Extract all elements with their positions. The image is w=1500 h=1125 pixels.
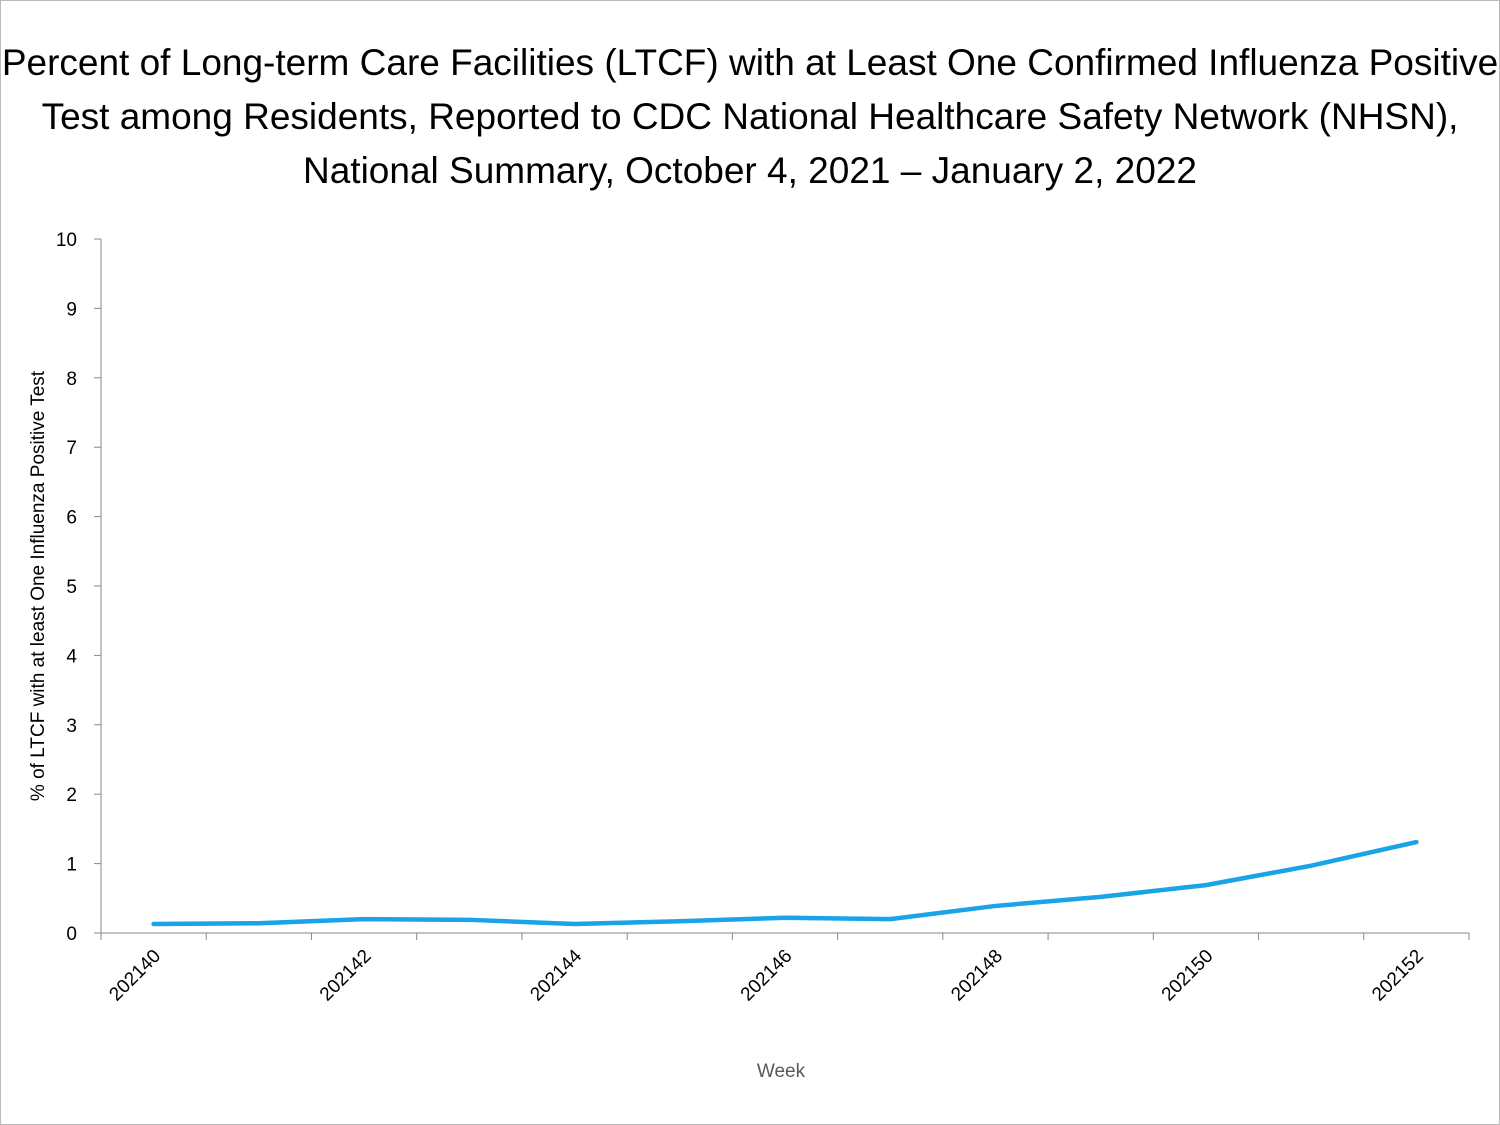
y-tick-label: 8 (66, 369, 77, 390)
y-tick-label: 6 (66, 508, 77, 529)
y-tick-label: 0 (66, 924, 77, 945)
y-tick-label: 7 (66, 438, 77, 459)
x-tick-label: 202146 (737, 946, 797, 1006)
y-tick-label: 5 (66, 577, 77, 598)
x-tick-label: 202144 (526, 945, 586, 1005)
y-tick-label: 4 (66, 646, 77, 667)
y-tick-label: 3 (66, 716, 77, 737)
chart-title: Percent of Long-term Care Facilities (LT… (1, 42, 1499, 191)
x-tick-label: 202150 (1158, 946, 1218, 1006)
data-line (151, 839, 1419, 927)
x-tick-label: 202148 (947, 946, 1007, 1006)
y-tick-label: 9 (66, 299, 77, 320)
x-tick-label: 202142 (316, 946, 376, 1006)
x-tick-label: 202140 (105, 946, 165, 1006)
x-axis-label: Week (757, 1061, 806, 1082)
y-tick-label: 1 (66, 855, 77, 876)
y-tick-label: 2 (66, 785, 77, 806)
y-tick-label: 10 (56, 230, 77, 251)
x-tick-label: 202152 (1368, 946, 1428, 1006)
y-axis-label: % of LTCF with at least One Influenza Po… (28, 370, 49, 801)
